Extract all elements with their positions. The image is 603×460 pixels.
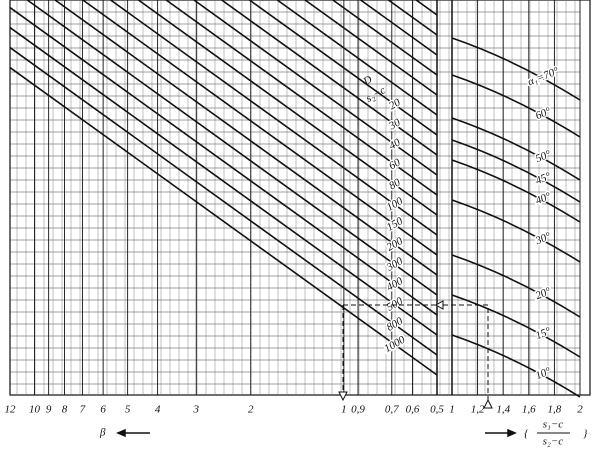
ratio-line xyxy=(415,0,438,16)
layers: 12 10 9 8 7 6 5 4 3 2 1 0,9 0,7 0,6 0,5 1 1,2 1,4 1,6 1,8 2 2… xyxy=(5,0,583,416)
ratio-line xyxy=(9,6,438,316)
x-label-left: β xyxy=(99,427,106,439)
angle-curve xyxy=(451,74,581,138)
angle-curve xyxy=(451,117,581,181)
example-marker xyxy=(338,300,493,409)
x-tick-label: 2 xyxy=(577,404,583,416)
x-tick-label: 1,4 xyxy=(496,404,510,416)
example-path xyxy=(342,304,489,400)
x-tick-label: 9 xyxy=(46,404,52,416)
ratio-line xyxy=(165,0,438,196)
arrow-left xyxy=(116,428,150,438)
ratio-line xyxy=(9,66,438,376)
x-label-right-num: s₁−c xyxy=(543,419,564,431)
x-tick-label: 0,5 xyxy=(430,404,444,416)
x-tick-label: 0,6 xyxy=(406,404,420,416)
x-tick-label: 6 xyxy=(100,404,106,416)
ratio-line-label: 30 xyxy=(386,116,403,133)
angle-curve xyxy=(451,254,581,318)
brace-left: { xyxy=(524,428,529,440)
ratio-line xyxy=(249,0,438,136)
ratio-line-label: 80 xyxy=(387,176,403,192)
x-tick-label: 5 xyxy=(125,404,131,416)
ratio-line xyxy=(193,0,438,176)
x-tick-label: 1,6 xyxy=(522,404,536,416)
ratio-line-label: 300 xyxy=(384,255,406,274)
ratio-line xyxy=(387,0,438,36)
ratio-line-label: 60 xyxy=(387,156,403,172)
x-tick-label: 3 xyxy=(193,404,200,416)
ratio-line xyxy=(82,0,438,256)
angle-curve xyxy=(451,294,581,358)
ratio-line xyxy=(332,0,438,76)
x-tick-label: 0,7 xyxy=(385,404,399,416)
ratio-line xyxy=(360,0,438,56)
x-tick-label: 1,2 xyxy=(471,404,485,416)
x-tick-label: 8 xyxy=(62,404,68,416)
ratio-line xyxy=(54,0,438,276)
x-tick-label: 10 xyxy=(29,404,41,416)
angle-curve xyxy=(451,159,581,223)
angle-curve-label: 50° xyxy=(534,148,553,165)
x-tick-label: 1,8 xyxy=(548,404,562,416)
ratio-line xyxy=(26,0,438,296)
x-tick-label: 7 xyxy=(80,404,86,416)
angle-curve xyxy=(451,37,581,101)
x-tick-label: 2 xyxy=(248,404,254,416)
ratio-line-label: 40 xyxy=(387,136,403,152)
x-label-right-den: s₂−c xyxy=(543,436,564,448)
brace-right: } xyxy=(583,428,588,440)
x-tick-label: 4 xyxy=(155,404,161,416)
x-tick-label: 1 xyxy=(449,404,455,416)
x-tick-label: 1 xyxy=(341,404,347,416)
ratio-line xyxy=(221,0,438,156)
ratio-line-label: 20 xyxy=(387,96,403,112)
ratio-line xyxy=(9,26,438,336)
x-tick-label: 0,9 xyxy=(351,404,365,416)
ratio-line xyxy=(276,0,438,116)
angle-curve xyxy=(451,334,581,398)
angle-curve xyxy=(451,139,581,203)
ratio-line xyxy=(9,46,438,356)
ratio-line xyxy=(110,0,438,236)
ratio-line xyxy=(304,0,438,96)
arrow-right xyxy=(485,428,517,438)
x-tick-label: 12 xyxy=(5,404,17,416)
angle-curve xyxy=(451,199,581,263)
ratio-line xyxy=(137,0,438,216)
